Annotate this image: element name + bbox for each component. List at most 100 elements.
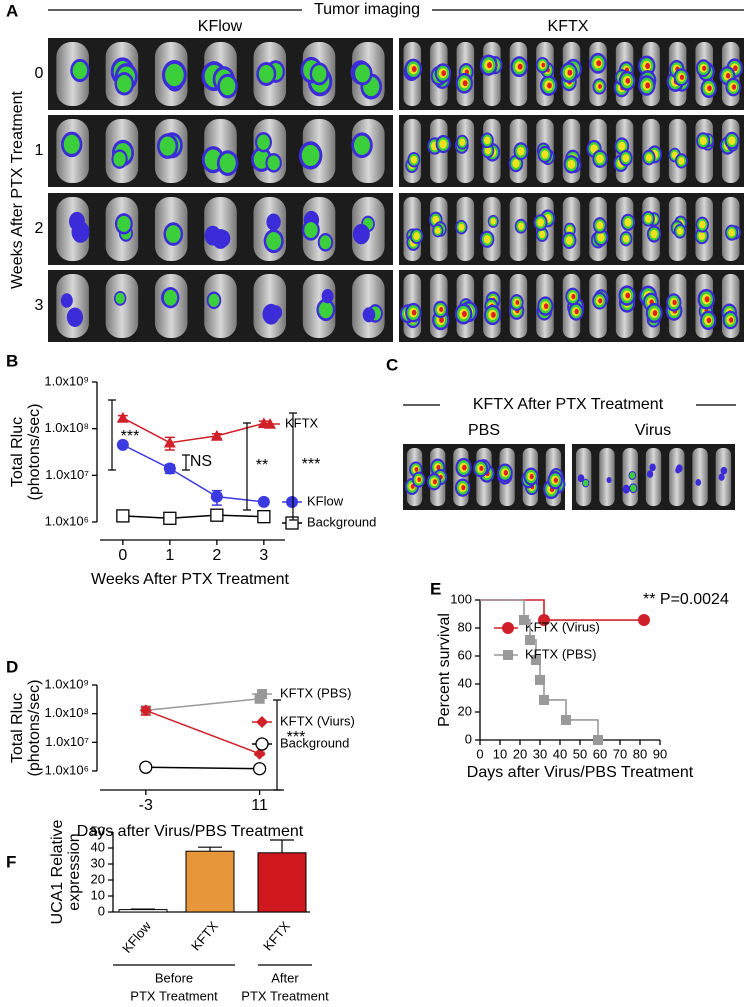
annotation: *** [287, 729, 306, 746]
signal [672, 299, 677, 306]
marker [116, 509, 130, 523]
signal [483, 234, 491, 244]
y-tick-label: 50 [91, 823, 105, 838]
signal [414, 467, 419, 472]
x-tick-label: 1 [165, 547, 174, 564]
imaging-panels [48, 38, 744, 510]
signal [115, 292, 125, 304]
signal [163, 289, 178, 306]
marker [257, 510, 271, 524]
signal [459, 138, 466, 146]
signal [728, 136, 736, 146]
legend-marker [286, 496, 298, 508]
marker [210, 508, 224, 522]
marker [257, 495, 270, 508]
signal [541, 150, 549, 159]
marker [531, 655, 541, 666]
significance-bracket [108, 399, 116, 471]
signal [622, 154, 630, 163]
signal [312, 65, 327, 83]
legend-label: KFTX (PBS) [280, 685, 352, 700]
signal [479, 465, 484, 472]
legend-marker [256, 716, 268, 728]
legend-marker [255, 737, 269, 751]
marker [538, 614, 550, 627]
signal [71, 221, 90, 243]
mouse [403, 119, 422, 183]
mouse [599, 448, 615, 506]
signal [582, 479, 589, 487]
signal [596, 221, 604, 230]
signal [702, 65, 707, 71]
marker [139, 760, 153, 774]
marker [252, 762, 267, 776]
x-tick-label: 50 [573, 746, 587, 761]
group-label: After [271, 970, 299, 985]
panel-label: D [6, 657, 18, 676]
mouse [645, 448, 662, 506]
x-tick-label: 11 [251, 797, 268, 814]
x-tick-label: 3 [259, 547, 268, 564]
signal [60, 293, 73, 308]
signal [650, 229, 658, 239]
signal [458, 223, 465, 231]
signal [267, 155, 280, 171]
series-line [145, 709, 260, 755]
signal [574, 308, 579, 315]
signal [625, 292, 631, 299]
signal [72, 61, 88, 80]
signal [676, 227, 684, 235]
signal [266, 232, 282, 251]
y-tick-label: 0 [98, 903, 105, 918]
legend-label: KFTX (Virus) [525, 619, 600, 634]
x-tick-label: 40 [553, 746, 567, 761]
significance-bracket [273, 699, 281, 791]
signal [629, 472, 636, 479]
x-tick-label: 0 [476, 746, 483, 761]
signal [566, 226, 573, 234]
signal [484, 136, 491, 145]
legend-marker [503, 650, 513, 660]
signal [462, 80, 468, 87]
signal [577, 474, 585, 483]
mouse [453, 448, 469, 506]
signal [362, 307, 376, 323]
significance-bracket [182, 454, 190, 471]
marker [139, 704, 152, 717]
legend-marker [264, 418, 276, 429]
y-tick-label: 1.0x10⁷ [45, 467, 89, 482]
signal [547, 82, 552, 89]
mouse [105, 274, 139, 338]
signal [606, 477, 612, 484]
signal [490, 311, 496, 318]
signal [63, 134, 80, 154]
signal [353, 135, 371, 155]
signal [517, 222, 525, 230]
signal [698, 231, 706, 241]
signal [461, 310, 467, 318]
bar [185, 850, 235, 913]
signal [410, 155, 418, 164]
signal [212, 228, 229, 249]
signal [270, 305, 283, 320]
signal [695, 479, 702, 486]
x-tick-label: 70 [613, 746, 627, 761]
bar [118, 909, 168, 913]
signal [266, 213, 281, 231]
signal [512, 159, 520, 168]
series-line [122, 444, 264, 503]
signal [319, 235, 332, 250]
series-line [122, 514, 264, 520]
annotation: NS [190, 453, 212, 470]
signal [439, 306, 444, 313]
x-tick-label: KFTX [188, 918, 221, 953]
signal [352, 223, 370, 245]
signal [304, 222, 318, 239]
y-tick-label: 40 [91, 839, 105, 854]
panel-label: F [6, 852, 16, 871]
x-tick-label: KFlow [119, 918, 154, 956]
row-label: 3 [35, 297, 44, 314]
x-tick-label: 0 [118, 547, 127, 564]
signal [355, 64, 371, 83]
